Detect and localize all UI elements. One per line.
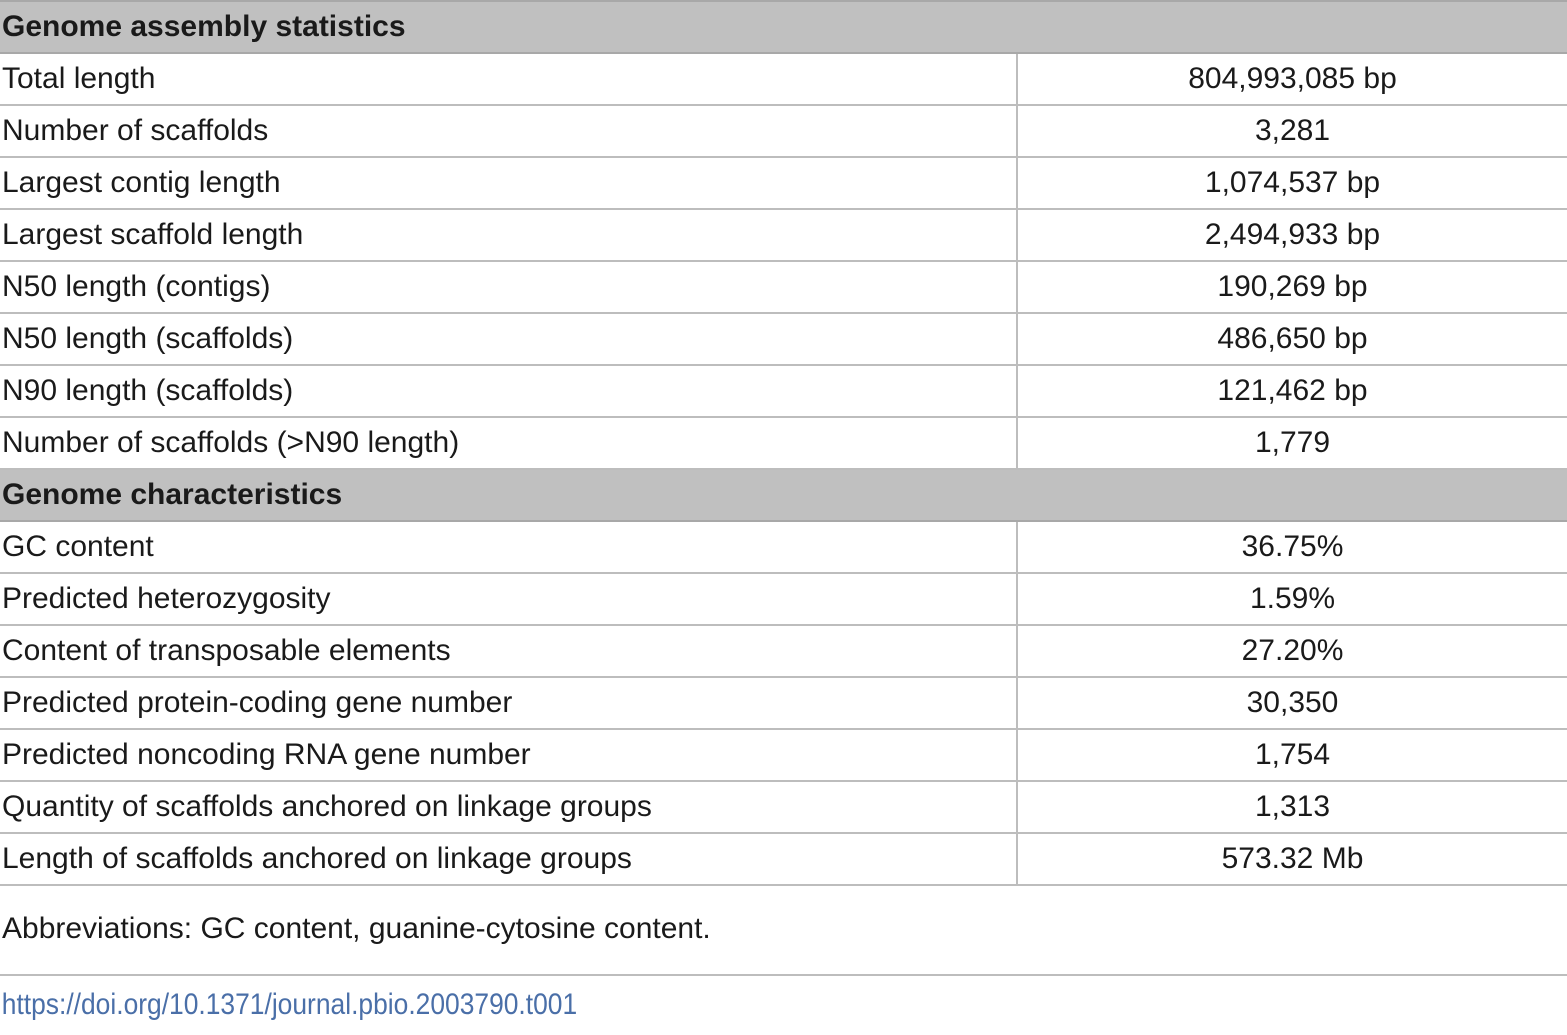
section-title: Genome characteristics xyxy=(0,469,1567,522)
row-value: 1,074,537 bp xyxy=(1016,157,1567,210)
footer-divider xyxy=(0,974,1567,976)
section-header-characteristics: Genome characteristics xyxy=(0,469,1567,522)
section-title: Genome assembly statistics xyxy=(0,0,1567,54)
row-label: Predicted protein-coding gene number xyxy=(0,677,1017,730)
table-row: N50 length (contigs) 190,269 bp xyxy=(0,261,1567,314)
row-label: Total length xyxy=(0,53,1017,106)
row-label: Predicted heterozygosity xyxy=(0,573,1017,626)
table-row: Largest contig length 1,074,537 bp xyxy=(0,157,1567,210)
table-row: Predicted noncoding RNA gene number 1,75… xyxy=(0,729,1567,782)
row-value: 804,993,085 bp xyxy=(1016,53,1567,106)
row-label: GC content xyxy=(0,521,1017,574)
table-row: Number of scaffolds (>N90 length) 1,779 xyxy=(0,417,1567,470)
row-value: 486,650 bp xyxy=(1016,313,1567,366)
section-header-assembly: Genome assembly statistics xyxy=(0,0,1567,54)
row-value: 1,754 xyxy=(1016,729,1567,782)
table-row: Quantity of scaffolds anchored on linkag… xyxy=(0,781,1567,834)
row-value: 2,494,933 bp xyxy=(1016,209,1567,262)
row-value: 573.32 Mb xyxy=(1016,833,1567,886)
table-row: Total length 804,993,085 bp xyxy=(0,53,1567,106)
row-value: 1,313 xyxy=(1016,781,1567,834)
table-footnote: Abbreviations: GC content, guanine-cytos… xyxy=(2,912,711,945)
row-label: Largest contig length xyxy=(0,157,1017,210)
table-row: N90 length (scaffolds) 121,462 bp xyxy=(0,365,1567,418)
row-label: Largest scaffold length xyxy=(0,209,1017,262)
row-value: 36.75% xyxy=(1016,521,1567,574)
table-row: Content of transposable elements 27.20% xyxy=(0,625,1567,678)
table-row: Length of scaffolds anchored on linkage … xyxy=(0,833,1567,886)
table-row: Largest scaffold length 2,494,933 bp xyxy=(0,209,1567,262)
row-value: 3,281 xyxy=(1016,105,1567,158)
row-label: Number of scaffolds (>N90 length) xyxy=(0,417,1017,470)
row-label: Length of scaffolds anchored on linkage … xyxy=(0,833,1017,886)
row-label: N90 length (scaffolds) xyxy=(0,365,1017,418)
genome-statistics-table: Genome assembly statistics Total length … xyxy=(0,0,1567,886)
table-row: N50 length (scaffolds) 486,650 bp xyxy=(0,313,1567,366)
row-label: Predicted noncoding RNA gene number xyxy=(0,729,1017,782)
table-row: Predicted heterozygosity 1.59% xyxy=(0,573,1567,626)
row-value: 1,779 xyxy=(1016,417,1567,470)
row-value: 121,462 bp xyxy=(1016,365,1567,418)
table-row: GC content 36.75% xyxy=(0,521,1567,574)
row-label: Content of transposable elements xyxy=(0,625,1017,678)
row-value: 1.59% xyxy=(1016,573,1567,626)
doi-link[interactable]: https://doi.org/10.1371/journal.pbio.200… xyxy=(1,988,578,1021)
row-label: Number of scaffolds xyxy=(0,105,1017,158)
row-label: N50 length (scaffolds) xyxy=(0,313,1017,366)
table-row: Predicted protein-coding gene number 30,… xyxy=(0,677,1567,730)
row-label: Quantity of scaffolds anchored on linkag… xyxy=(0,781,1017,834)
row-value: 30,350 xyxy=(1016,677,1567,730)
genome-table-container: Genome assembly statistics Total length … xyxy=(0,0,1567,886)
row-value: 27.20% xyxy=(1016,625,1567,678)
table-row: Number of scaffolds 3,281 xyxy=(0,105,1567,158)
row-value: 190,269 bp xyxy=(1016,261,1567,314)
row-label: N50 length (contigs) xyxy=(0,261,1017,314)
